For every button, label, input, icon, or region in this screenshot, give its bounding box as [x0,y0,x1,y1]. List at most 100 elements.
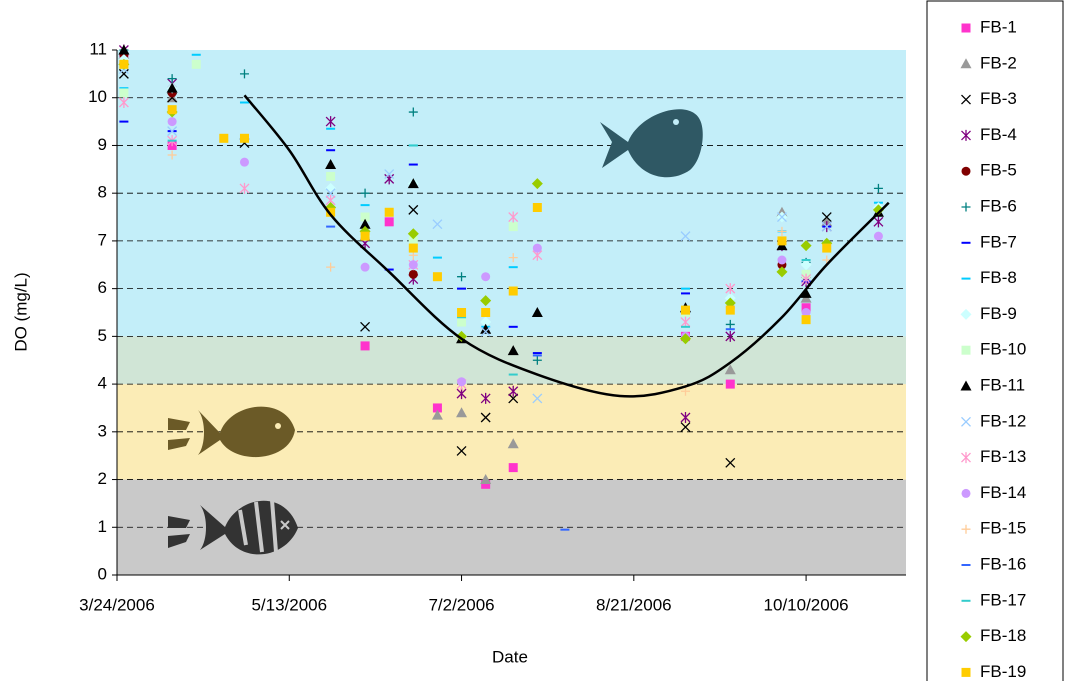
legend-marker [961,202,971,212]
marker [873,183,883,193]
marker [508,222,518,232]
marker [777,212,787,223]
marker [408,236,418,246]
legend-label: FB-8 [980,268,1017,287]
marker [480,316,492,328]
marker [480,412,491,423]
legend-label: FB-18 [980,626,1026,645]
trendline [243,94,890,398]
legend-marker [961,667,971,677]
fish-stressed [168,406,295,458]
y-tick-label: 1 [98,517,107,536]
legend-label: FB-17 [980,590,1026,609]
marker [725,305,735,315]
marker [408,269,418,279]
marker [531,178,543,190]
legend-marker [961,129,971,141]
marker [408,107,418,117]
marker [872,204,884,216]
marker [680,305,690,315]
y-tick-label: 5 [98,326,107,345]
marker [239,182,250,194]
legend-marker [961,488,971,498]
marker [326,207,336,217]
marker [360,321,371,332]
marker [408,260,418,270]
x-tick-label: 3/24/2006 [79,595,155,614]
marker [680,231,691,242]
marker [219,133,229,143]
marker [481,308,491,317]
marker [431,409,443,420]
legend-label: FB-14 [980,483,1026,502]
marker [873,231,883,241]
legend-label: FB-4 [980,125,1017,144]
x-tick-label: 5/13/2006 [251,595,327,614]
marker [532,203,542,212]
marker [325,159,337,170]
legend-marker [960,380,972,391]
legend-marker [961,94,971,105]
marker [800,240,812,252]
marker [680,422,691,433]
y-tick-label: 7 [98,230,107,249]
marker [119,59,129,69]
marker [384,169,395,180]
y-tick-label: 2 [98,469,107,488]
legend-marker [961,345,971,355]
marker [725,283,736,295]
marker [360,188,370,198]
legend-label: FB-19 [980,662,1026,681]
marker [508,286,518,296]
fish-dead [168,499,298,555]
legend-marker [961,166,971,176]
marker [384,217,394,227]
marker [360,262,370,272]
legend-label: FB-5 [980,161,1017,180]
marker [481,479,491,489]
marker [508,211,519,223]
marker [326,262,336,272]
marker [119,88,129,98]
marker [532,243,542,253]
marker [408,243,418,253]
marker [801,308,811,317]
marker [821,212,832,223]
marker [725,457,736,468]
marker [777,226,787,236]
marker [384,173,395,185]
y-axis-label: DO (mg/L) [11,272,30,351]
marker [456,407,468,418]
marker [680,386,690,396]
marker [801,303,811,313]
legend-label: FB-2 [980,53,1017,72]
legend-label: FB-15 [980,519,1026,538]
marker [359,218,371,229]
marker [480,295,492,307]
marker [777,255,787,265]
marker [456,330,468,342]
legend-marker [960,58,972,69]
marker [407,178,419,189]
marker [456,388,467,400]
y-tick-label: 8 [98,183,107,202]
x-axis-label: Date [492,647,528,666]
marker [408,204,419,215]
legend-label: FB-6 [980,196,1017,215]
marker [167,126,178,137]
marker [191,59,201,69]
legend-marker [960,631,972,643]
y-tick-label: 3 [98,421,107,440]
legend-label: FB-7 [980,232,1017,251]
plot-area [117,44,906,575]
y-tick-label: 4 [98,374,107,393]
y-tick-label: 11 [89,39,107,58]
marker [239,157,249,167]
legend-label: FB-1 [980,17,1017,36]
marker [508,253,518,263]
marker [480,323,492,334]
marker [325,116,336,128]
legend-marker [961,23,971,33]
y-tick-label: 10 [88,87,107,106]
